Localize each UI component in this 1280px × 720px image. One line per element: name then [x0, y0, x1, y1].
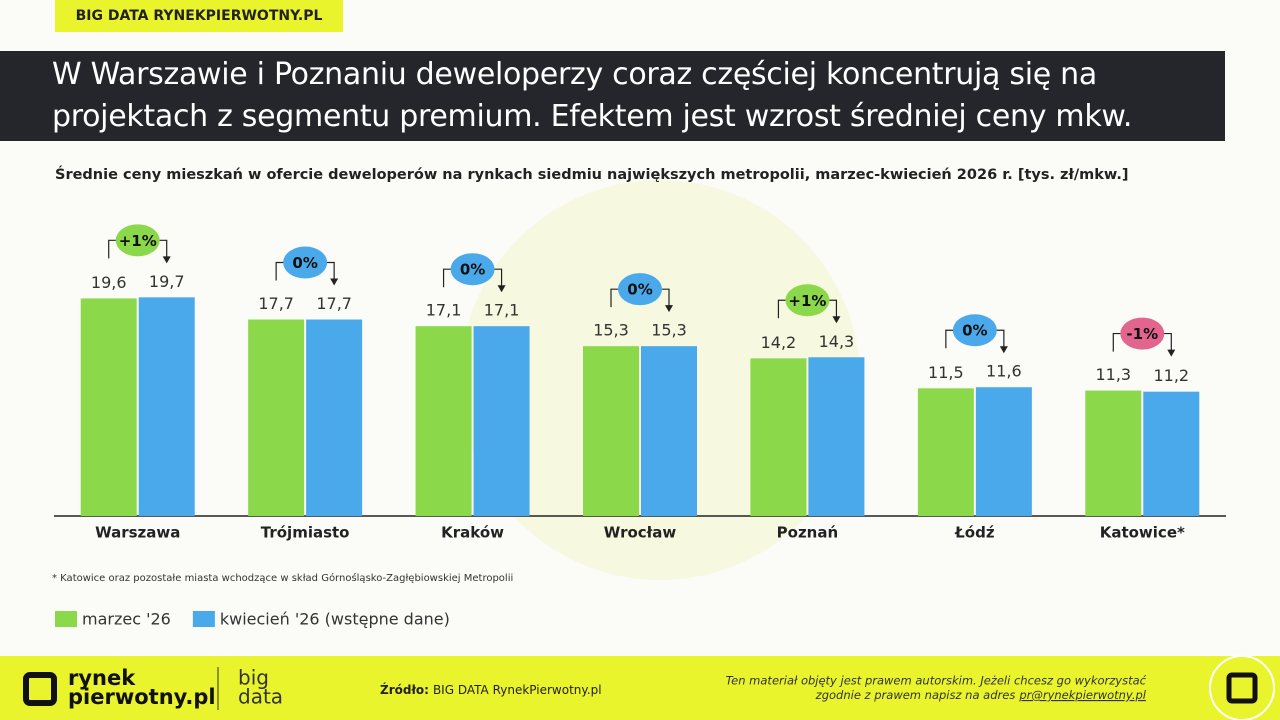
data-label: 17,1	[426, 301, 462, 320]
change-badge	[785, 284, 830, 317]
change-badge	[952, 314, 997, 347]
bar	[641, 346, 697, 516]
change-arrow	[1167, 349, 1176, 357]
x-tick-label: Poznań	[777, 524, 839, 542]
x-tick-label: Warszawa	[95, 524, 180, 542]
data-label: 11,2	[1153, 366, 1189, 385]
data-label: 15,3	[651, 321, 687, 340]
bar	[415, 326, 472, 516]
data-label: 14,3	[819, 332, 855, 351]
x-tick-label: Łódź	[954, 524, 995, 542]
change-label: 0%	[627, 281, 652, 299]
change-label: 0%	[460, 261, 485, 279]
title-box: W Warszawie i Poznaniu deweloperzy coraz…	[52, 57, 1133, 134]
bar	[975, 387, 1032, 516]
legend: marzec '26 kwiecień '26 (wstępne dane)	[55, 610, 450, 629]
bar	[138, 297, 195, 516]
email[interactable]: pr@rynekpierwotny.pl	[1018, 688, 1146, 702]
change-label: -1%	[1126, 325, 1158, 343]
footer-band	[0, 656, 1280, 720]
x-tick-label: Kraków	[441, 524, 504, 542]
change-arrow	[832, 316, 841, 324]
data-label: 17,7	[316, 294, 352, 313]
copyright: zgodnie z prawem napisz na adres pr@rynek…	[815, 688, 1147, 702]
legend-swatch	[192, 611, 215, 627]
bar	[248, 319, 305, 516]
data-label: 19,7	[149, 272, 185, 291]
data-label: 15,3	[593, 321, 629, 340]
change-label: 0%	[292, 254, 317, 272]
footnote: * Katowice oraz pozostałe miasta wchodzą…	[52, 572, 513, 584]
source: Źródło: BIG DATA RynekPierwotny.pl	[380, 682, 602, 697]
data-label: 11,6	[986, 362, 1022, 381]
copyright-2: zgodnie z prawem napisz na adres	[815, 688, 1016, 702]
bar	[1085, 390, 1142, 516]
change-label: 0%	[962, 322, 987, 340]
source-label: Źródło:	[380, 682, 429, 697]
bar	[750, 358, 807, 516]
logo-icon	[23, 672, 57, 706]
change-badge	[1120, 317, 1165, 350]
change-arrow	[162, 256, 171, 264]
change-arrow	[330, 278, 339, 286]
data-label: 11,5	[928, 363, 964, 382]
corner-logo-icon	[1226, 672, 1258, 704]
corner-logo	[1209, 655, 1275, 720]
x-tick-label: Katowice*	[1100, 524, 1185, 542]
bar	[917, 388, 974, 516]
logo-bottom: pierwotny.pl	[68, 685, 216, 709]
source-text: BIG DATA RynekPierwotny.pl	[433, 683, 602, 697]
logo-data: data	[238, 685, 283, 709]
data-label: 11,3	[1095, 365, 1131, 384]
chart-title: W Warszawie i Poznaniu deweloperzy coraz…	[52, 57, 1133, 134]
change-arrow	[665, 305, 673, 313]
bar	[473, 326, 530, 516]
bar	[1143, 391, 1200, 516]
bar	[808, 357, 865, 516]
data-label: 17,7	[258, 294, 294, 313]
logo-top: rynek	[68, 666, 136, 690]
legend-swatch	[55, 611, 77, 627]
copyright: Ten materiał objęty jest prawem autorski…	[726, 674, 1147, 688]
tag-box	[55, 0, 343, 32]
change-arrow	[497, 285, 506, 293]
x-tick-label: Wrocław	[604, 524, 677, 542]
change-label: +1%	[788, 292, 826, 310]
bar	[583, 346, 639, 516]
chart-subtitle: Średnie ceny mieszkań w ofercie dewelope…	[55, 165, 1129, 183]
change-badge	[450, 253, 495, 286]
change-badge	[115, 224, 160, 257]
legend-label: kwiecień '26 (wstępne dane)	[220, 610, 450, 629]
data-label: 17,1	[484, 301, 520, 320]
change-badge	[283, 246, 328, 279]
change-badge	[618, 273, 662, 306]
logo-big: big	[238, 666, 269, 690]
change-arrow	[999, 346, 1008, 354]
data-label: 19,6	[91, 273, 127, 292]
data-label: 14,2	[761, 333, 797, 352]
bar	[306, 319, 363, 516]
change-label: +1%	[119, 232, 157, 250]
title-band	[0, 51, 1225, 141]
x-tick-label: Trójmiasto	[261, 524, 350, 542]
bar	[80, 298, 137, 516]
tag: BIG DATA RYNEKPIERWOTNY.PL	[76, 8, 323, 24]
legend-label: marzec '26	[82, 610, 171, 629]
